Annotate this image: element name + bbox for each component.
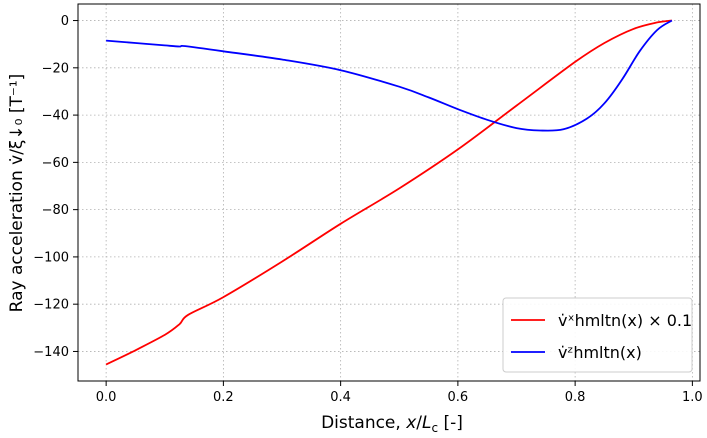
x-axis-title-slash: / bbox=[416, 413, 422, 433]
y-axis-title: Ray acceleration v̇/ξ↓₀ [T⁻¹] bbox=[7, 74, 27, 313]
series-line-vz bbox=[106, 19, 673, 132]
legend-label-vz: v̇ᶻhmltn(x) bbox=[558, 343, 642, 362]
y-axis: 0 −20 −40 −60 −80 −100 −120 −140 bbox=[33, 14, 78, 360]
y-tick-label: −140 bbox=[33, 345, 69, 360]
y-tick-label: 0 bbox=[61, 14, 69, 29]
x-axis-title-var: x bbox=[405, 413, 417, 433]
x-axis-title-sub: c bbox=[432, 421, 439, 435]
legend: v̇ˣhmltn(x) × 0.1 v̇ᶻhmltn(x) bbox=[502, 297, 693, 373]
x-tick-label: 1.0 bbox=[682, 390, 703, 405]
x-tick-label: 0.2 bbox=[213, 390, 234, 405]
x-tick-label: 0.4 bbox=[330, 390, 351, 405]
y-tick-label: −100 bbox=[33, 250, 69, 265]
legend-box bbox=[502, 297, 693, 373]
y-tick-label: −60 bbox=[42, 156, 69, 171]
x-axis-title-prefix: Distance, bbox=[321, 413, 406, 433]
x-axis: 0.0 0.2 0.4 0.6 0.8 1.0 bbox=[96, 381, 703, 405]
grid bbox=[78, 4, 700, 381]
y-tick-label: −40 bbox=[42, 109, 69, 124]
x-axis-title-L: L bbox=[422, 413, 431, 433]
x-axis-title: Distance, x/Lc [-] bbox=[321, 413, 463, 435]
y-tick-label: −20 bbox=[42, 61, 69, 76]
series-line-vx bbox=[105, 19, 673, 366]
series-lines bbox=[105, 19, 673, 366]
y-tick-label: −80 bbox=[42, 203, 69, 218]
x-tick-label: 0.0 bbox=[96, 390, 117, 405]
x-axis-title-unit: [-] bbox=[438, 413, 463, 433]
plot-frame bbox=[77, 3, 701, 382]
x-tick-label: 0.6 bbox=[448, 390, 469, 405]
y-tick-label: −120 bbox=[33, 298, 69, 313]
legend-label-vx: v̇ˣhmltn(x) × 0.1 bbox=[558, 311, 692, 330]
x-tick-label: 0.8 bbox=[565, 390, 586, 405]
